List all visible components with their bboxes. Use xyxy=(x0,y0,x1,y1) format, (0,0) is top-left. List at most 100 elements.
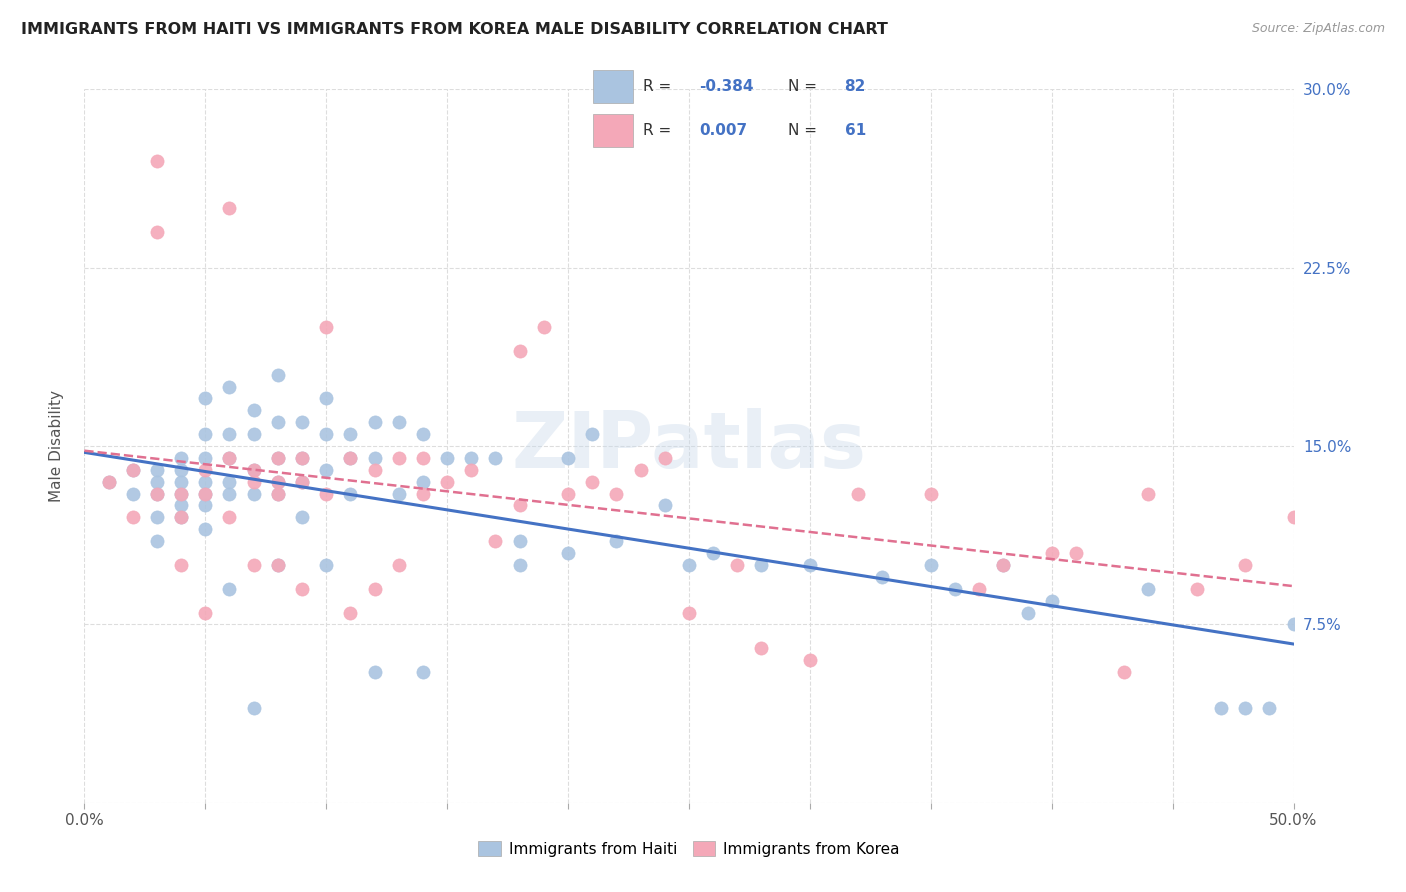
Y-axis label: Male Disability: Male Disability xyxy=(49,390,63,502)
Point xyxy=(146,225,169,239)
Point xyxy=(194,475,217,489)
Point xyxy=(218,427,240,442)
Point xyxy=(194,486,217,500)
Point xyxy=(993,558,1015,572)
Text: IMMIGRANTS FROM HAITI VS IMMIGRANTS FROM KOREA MALE DISABILITY CORRELATION CHART: IMMIGRANTS FROM HAITI VS IMMIGRANTS FROM… xyxy=(21,22,889,37)
Point xyxy=(363,415,385,429)
Point xyxy=(267,368,290,382)
Point xyxy=(799,558,821,572)
Point xyxy=(146,463,169,477)
Point xyxy=(388,486,411,500)
Point xyxy=(291,415,314,429)
Point xyxy=(146,486,169,500)
Point xyxy=(291,450,314,465)
Point xyxy=(1114,665,1136,679)
Point xyxy=(436,450,458,465)
Point xyxy=(267,486,290,500)
Point xyxy=(194,522,217,536)
Point xyxy=(1040,593,1063,607)
Point xyxy=(484,450,506,465)
Point xyxy=(1137,582,1160,596)
Point xyxy=(194,392,217,406)
Point xyxy=(218,201,240,215)
Point xyxy=(1282,617,1305,632)
Point xyxy=(170,475,193,489)
Point xyxy=(436,475,458,489)
Point xyxy=(121,510,143,524)
Point xyxy=(170,499,193,513)
Point xyxy=(315,427,337,442)
Text: N =: N = xyxy=(789,78,823,94)
Point xyxy=(993,558,1015,572)
Text: 61: 61 xyxy=(845,123,866,138)
Point xyxy=(242,558,264,572)
Point xyxy=(1282,510,1305,524)
Point xyxy=(702,546,724,560)
Point xyxy=(1234,558,1257,572)
Point xyxy=(218,510,240,524)
Point xyxy=(194,450,217,465)
Point xyxy=(315,463,337,477)
Point xyxy=(315,558,337,572)
Point xyxy=(412,475,434,489)
Point xyxy=(242,463,264,477)
Point xyxy=(363,463,385,477)
Point xyxy=(170,486,193,500)
Point xyxy=(846,486,869,500)
Point xyxy=(678,558,700,572)
Point xyxy=(557,546,579,560)
Point xyxy=(339,450,361,465)
Point xyxy=(315,320,337,334)
Point xyxy=(170,450,193,465)
Point xyxy=(315,392,337,406)
Point xyxy=(412,486,434,500)
Point xyxy=(388,450,411,465)
Point xyxy=(1064,546,1087,560)
Point xyxy=(363,450,385,465)
Point xyxy=(509,534,531,549)
Point xyxy=(678,606,700,620)
Point xyxy=(967,582,990,596)
Point xyxy=(581,427,603,442)
Point xyxy=(170,463,193,477)
Point xyxy=(121,463,143,477)
Point xyxy=(194,499,217,513)
Point xyxy=(920,486,942,500)
Point xyxy=(267,450,290,465)
Point xyxy=(218,582,240,596)
Point xyxy=(605,534,627,549)
Point xyxy=(799,653,821,667)
Point xyxy=(509,499,531,513)
Point xyxy=(605,486,627,500)
Point xyxy=(267,450,290,465)
Point xyxy=(267,415,290,429)
Point xyxy=(339,486,361,500)
Point xyxy=(533,320,555,334)
Point xyxy=(267,486,290,500)
Point xyxy=(339,427,361,442)
Point xyxy=(412,450,434,465)
Point xyxy=(194,463,217,477)
Point xyxy=(194,486,217,500)
Point xyxy=(146,510,169,524)
Point xyxy=(339,450,361,465)
Point xyxy=(460,463,482,477)
Point xyxy=(1017,606,1039,620)
Point xyxy=(291,510,314,524)
Point xyxy=(242,463,264,477)
Point xyxy=(267,475,290,489)
Point xyxy=(557,450,579,465)
Point xyxy=(291,582,314,596)
Point xyxy=(242,700,264,714)
Point xyxy=(194,606,217,620)
Point xyxy=(315,486,337,500)
Point xyxy=(194,427,217,442)
Point xyxy=(920,558,942,572)
Point xyxy=(872,570,894,584)
Point xyxy=(630,463,652,477)
Point xyxy=(509,558,531,572)
Point xyxy=(484,534,506,549)
Point xyxy=(1209,700,1232,714)
Text: Source: ZipAtlas.com: Source: ZipAtlas.com xyxy=(1251,22,1385,36)
Point xyxy=(388,558,411,572)
